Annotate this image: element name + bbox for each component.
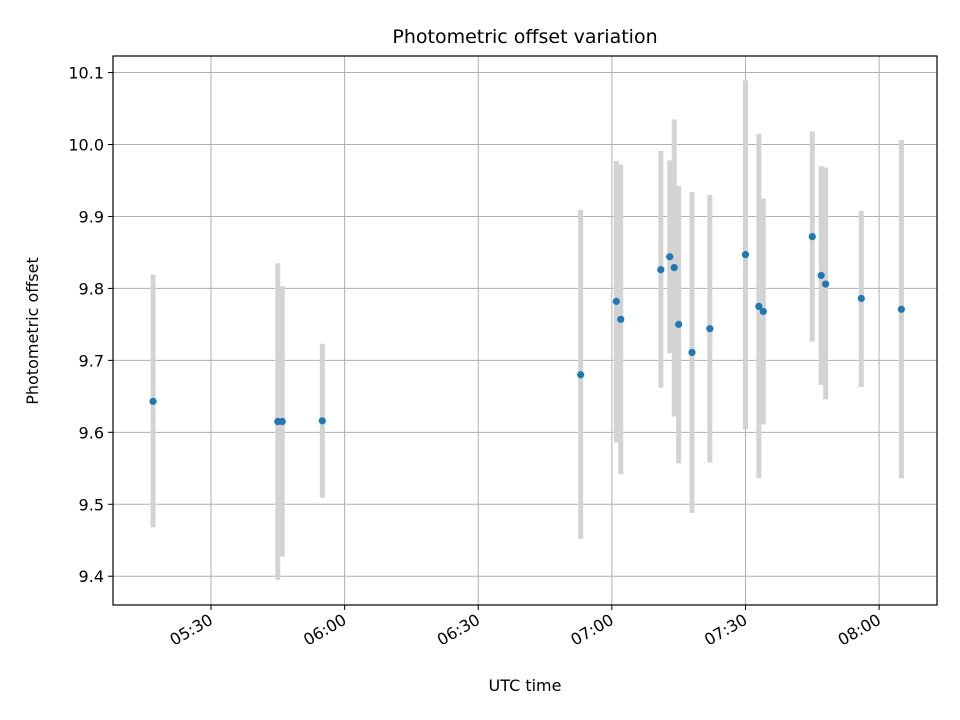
y-tick-label: 10.0: [68, 136, 104, 155]
y-tick-label: 10.1: [68, 64, 104, 83]
data-point: [318, 417, 326, 425]
data-point: [612, 297, 620, 305]
data-point: [278, 417, 286, 426]
y-tick-label: 9.5: [79, 495, 104, 514]
data-point: [857, 294, 865, 303]
data-point: [617, 315, 625, 323]
x-axis-title: UTC time: [489, 676, 562, 695]
data-point: [808, 233, 816, 241]
data-point: [670, 263, 678, 272]
data-point: [666, 253, 674, 261]
y-tick-label: 9.4: [79, 567, 104, 586]
data-point: [577, 371, 585, 379]
data-point: [675, 320, 683, 328]
data-points: [149, 233, 905, 426]
y-tick-label: 9.8: [79, 279, 104, 298]
data-point: [149, 397, 157, 405]
chart-title: Photometric offset variation: [392, 26, 657, 48]
data-point: [759, 307, 767, 316]
data-point: [706, 325, 714, 333]
plot-frame: [112, 55, 938, 606]
data-point: [741, 250, 750, 259]
data-point: [688, 348, 696, 357]
y-tick-label: 9.7: [79, 351, 104, 370]
data-point: [897, 305, 905, 313]
data-point: [755, 302, 763, 310]
y-axis-title: Photometric offset: [23, 257, 42, 405]
y-tick-label: 9.6: [79, 423, 104, 442]
grid: [113, 56, 937, 605]
data-point: [822, 280, 830, 288]
data-point: [657, 266, 665, 274]
y-tick-label: 9.9: [79, 207, 104, 226]
data-point: [817, 271, 825, 280]
